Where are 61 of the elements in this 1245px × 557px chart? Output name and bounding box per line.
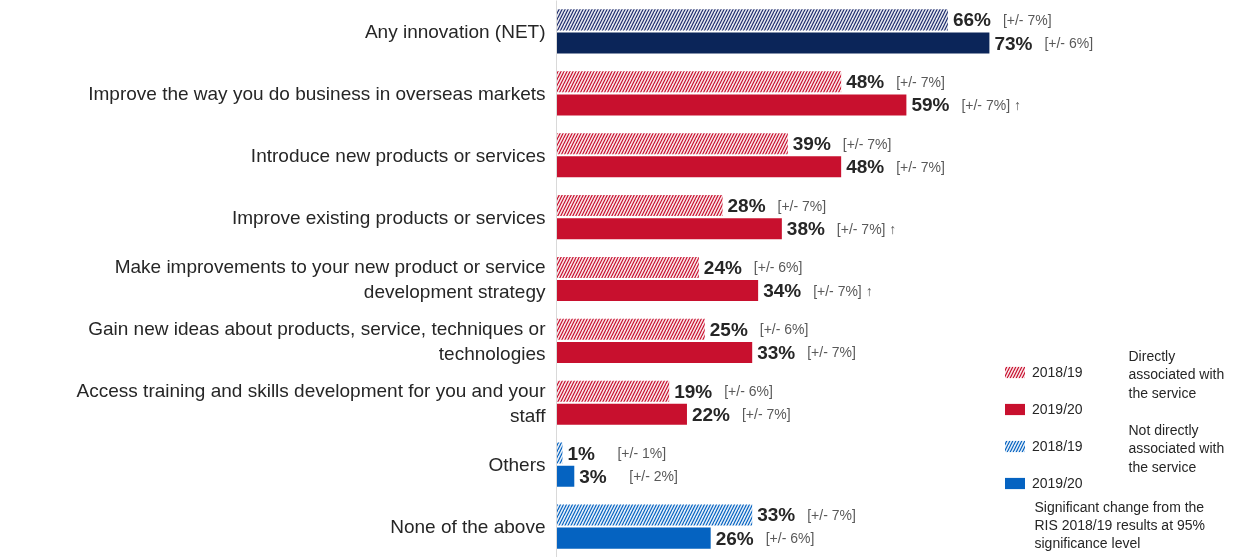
y-tick-label: Make improvements to your new product or service development strategy <box>114 255 546 303</box>
annotation: [+/- 6%] <box>724 383 773 400</box>
bar <box>556 527 711 549</box>
annotation: [+/- 7%] <box>896 73 945 90</box>
text: 2019/20 <box>1032 475 1083 491</box>
y-tick-label: Any innovation (NET) <box>364 20 546 42</box>
annotation: [+/- 1%] <box>617 445 667 462</box>
data-label: 48% <box>846 156 885 178</box>
data-label: 28% <box>727 195 766 217</box>
annotation: [+/- 7%] <box>741 406 791 423</box>
data-label: 26% <box>715 527 754 549</box>
data-label: 1% <box>567 442 595 464</box>
legend-label: 2018/19 <box>1032 363 1083 382</box>
y-tick-label: Gain new ideas about products, service, techniques or technologies <box>88 317 547 364</box>
annotation: [+/- 7%] <box>842 135 892 152</box>
bar <box>556 94 907 116</box>
data-label: 24% <box>703 256 742 278</box>
y-tick-label: Others <box>488 454 546 476</box>
data-label: 25% <box>709 318 748 340</box>
data-label: 39% <box>792 133 831 155</box>
annotation: [+/- 7%] <box>777 197 827 214</box>
y-tick-label: None of the above <box>390 516 546 538</box>
annotation: [+/- 7%] ↑ <box>961 96 1021 113</box>
data-label: 22% <box>691 403 731 425</box>
data-label: 48% <box>846 71 885 93</box>
data-label: 3% <box>579 465 607 487</box>
annotation: [+/- 7%] ↑ <box>813 282 873 299</box>
bar <box>556 403 687 425</box>
text: [+/- 7%] <box>1002 11 1052 28</box>
annotation: [+/- 7%] <box>807 506 856 523</box>
data-label: 38% <box>786 218 825 240</box>
annotation: [+/- 7%] <box>896 158 945 175</box>
data-label: 73% <box>994 32 1033 54</box>
bar <box>556 218 782 240</box>
annotation: [+/- 2%] <box>629 468 678 485</box>
y-tick-label: Access training and skills development for you and your staff <box>76 379 547 426</box>
y-tick-label: Improve the way you do business in overseas markets <box>88 82 546 104</box>
bar <box>556 156 842 178</box>
annotation: [+/- 6%] <box>765 530 815 547</box>
data-label: 33% <box>757 341 796 363</box>
text: Significant change from the RIS 2018/19 results at 95% significance level <box>1034 498 1205 552</box>
annotation: [+/- 6%] <box>753 259 803 276</box>
text: Directly associated with the service <box>1128 348 1225 401</box>
data-label: 19% <box>674 380 713 402</box>
data-label: 66% <box>952 9 992 31</box>
bar <box>556 465 575 487</box>
text: 2018/19 <box>1032 438 1083 454</box>
bar <box>556 280 759 302</box>
annotation: [+/- 7%] <box>807 344 856 361</box>
legend-label: 2019/20 <box>1032 400 1083 419</box>
annotation: [+/- 7%] ↑ <box>836 220 897 237</box>
annotation: [+/- 6%] <box>759 321 809 338</box>
text: [+/- 6%] <box>1044 35 1094 52</box>
text: Not directly associated with the service <box>1128 422 1225 475</box>
data-label: 34% <box>763 280 802 302</box>
data-label: 59% <box>911 94 950 116</box>
y-tick-label: Introduce new products or services <box>250 144 546 166</box>
bar <box>556 32 990 54</box>
bar <box>556 341 753 363</box>
y-tick-label: Improve existing products or services <box>231 206 546 228</box>
data-label: 33% <box>757 504 796 526</box>
